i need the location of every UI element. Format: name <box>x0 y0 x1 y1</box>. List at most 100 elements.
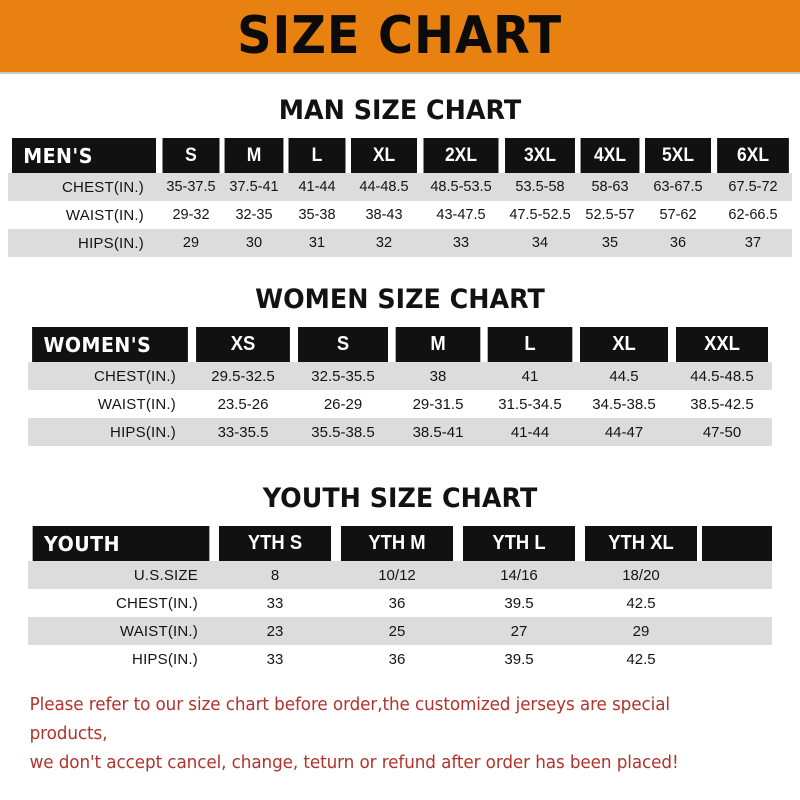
men-row-0-cell-1: 37.5-41 <box>222 173 286 201</box>
women-row-1-cell-4: 34.5-38.5 <box>576 390 672 418</box>
women-row-0-cell-2: 38 <box>392 362 484 390</box>
youth-row-1-filler <box>702 589 772 617</box>
youth-row-1-cell-0: 33 <box>214 589 336 617</box>
women-header-row: WOMEN'S XS S M L XL XXL <box>28 327 772 362</box>
women-row-1-cell-1: 26-29 <box>294 390 392 418</box>
men-row-2-cell-3: 32 <box>348 229 420 257</box>
youth-size-col-3: YTH XL <box>584 526 698 561</box>
men-row-0-cell-5: 53.5-58 <box>502 173 578 201</box>
youth-row-0-cell-3: 18/20 <box>580 561 702 589</box>
men-row-1-cell-6: 52.5-57 <box>578 201 642 229</box>
youth-row-2-label: WAIST(IN.) <box>28 617 214 645</box>
women-row-0-cell-5: 44.5-48.5 <box>672 362 772 390</box>
youth-row-0-filler <box>702 561 772 589</box>
table-row: WAIST(IN.) 29-32 32-35 35-38 38-43 43-47… <box>8 201 792 229</box>
men-row-1-cell-1: 32-35 <box>222 201 286 229</box>
women-row-1-label: WAIST(IN.) <box>28 390 192 418</box>
men-row-1-cell-8: 62-66.5 <box>714 201 792 229</box>
youth-row-2-cell-2: 27 <box>458 617 580 645</box>
men-size-col-6: 4XL <box>580 138 640 173</box>
youth-header-label: YOUTH <box>32 526 210 561</box>
table-row: CHEST(IN.) 33 36 39.5 42.5 <box>28 589 772 617</box>
youth-row-0-label: U.S.SIZE <box>28 561 214 589</box>
men-row-0-label: CHEST(IN.) <box>8 173 160 201</box>
youth-row-2-cell-0: 23 <box>214 617 336 645</box>
men-row-2-label: HIPS(IN.) <box>8 229 160 257</box>
spacer-after-youth <box>0 673 800 691</box>
spacer-women-title <box>0 315 800 327</box>
women-size-col-1: S <box>297 327 389 362</box>
women-size-col-3: L <box>487 327 573 362</box>
women-size-section: WOMEN SIZE CHART WOMEN'S XS S M L XL XXL… <box>0 285 800 446</box>
men-row-0-cell-8: 67.5-72 <box>714 173 792 201</box>
youth-row-1-cell-1: 36 <box>336 589 458 617</box>
table-row: WAIST(IN.) 23.5-26 26-29 29-31.5 31.5-34… <box>28 390 772 418</box>
men-size-col-8: 6XL <box>717 138 789 173</box>
men-row-1-cell-5: 47.5-52.5 <box>502 201 578 229</box>
youth-row-1-cell-3: 42.5 <box>580 589 702 617</box>
youth-row-3-cell-2: 39.5 <box>458 645 580 673</box>
men-row-2-cell-2: 31 <box>286 229 348 257</box>
women-row-2-cell-2: 38.5-41 <box>392 418 484 446</box>
youth-size-col-1: YTH M <box>340 526 454 561</box>
women-row-0-cell-3: 41 <box>484 362 576 390</box>
youth-row-3-cell-0: 33 <box>214 645 336 673</box>
order-policy-line-1: Please refer to our size chart before or… <box>29 695 670 744</box>
youth-row-3-label: HIPS(IN.) <box>28 645 214 673</box>
order-policy-note: Please refer to our size chart before or… <box>20 691 750 778</box>
women-row-1-cell-0: 23.5-26 <box>192 390 294 418</box>
men-row-0-cell-3: 44-48.5 <box>348 173 420 201</box>
women-row-2-cell-4: 44-47 <box>576 418 672 446</box>
spacer-banner <box>0 74 800 96</box>
youth-row-0-cell-1: 10/12 <box>336 561 458 589</box>
men-row-2-cell-0: 29 <box>160 229 222 257</box>
men-size-col-7: 5XL <box>644 138 712 173</box>
youth-row-3-cell-3: 42.5 <box>580 645 702 673</box>
women-size-table: WOMEN'S XS S M L XL XXL CHEST(IN.) 29.5-… <box>28 327 772 446</box>
women-row-0-cell-1: 32.5-35.5 <box>294 362 392 390</box>
youth-row-3-cell-1: 36 <box>336 645 458 673</box>
women-size-col-4: XL <box>579 327 669 362</box>
men-row-1-cell-4: 43-47.5 <box>420 201 502 229</box>
men-size-col-0: S <box>162 138 220 173</box>
men-row-2-cell-5: 34 <box>502 229 578 257</box>
men-size-col-3: XL <box>350 138 418 173</box>
men-header-label: MEN'S <box>11 138 157 173</box>
men-size-col-5: 3XL <box>505 138 575 173</box>
table-row: HIPS(IN.) 33-35.5 35.5-38.5 38.5-41 41-4… <box>28 418 772 446</box>
men-row-2-cell-4: 33 <box>420 229 502 257</box>
youth-row-0-cell-0: 8 <box>214 561 336 589</box>
youth-header-filler <box>702 526 772 561</box>
table-row: HIPS(IN.) 33 36 39.5 42.5 <box>28 645 772 673</box>
men-header-row: MEN'S S M L XL 2XL 3XL 4XL 5XL 6XL <box>8 138 792 173</box>
table-row: CHEST(IN.) 29.5-32.5 32.5-35.5 38 41 44.… <box>28 362 772 390</box>
page-title: SIZE CHART <box>237 6 563 66</box>
men-row-1-label: WAIST(IN.) <box>8 201 160 229</box>
men-row-2-cell-8: 37 <box>714 229 792 257</box>
men-size-col-4: 2XL <box>423 138 499 173</box>
men-size-section: MAN SIZE CHART MEN'S S M L XL 2XL 3XL 4X… <box>0 96 800 257</box>
table-row: WAIST(IN.) 23 25 27 29 <box>28 617 772 645</box>
women-row-2-cell-3: 41-44 <box>484 418 576 446</box>
women-section-title: WOMEN SIZE CHART <box>255 284 545 315</box>
youth-row-3-filler <box>702 645 772 673</box>
men-row-1-cell-7: 57-62 <box>642 201 714 229</box>
youth-size-col-2: YTH L <box>462 526 576 561</box>
men-section-title: MAN SIZE CHART <box>278 95 522 126</box>
men-row-1-cell-2: 35-38 <box>286 201 348 229</box>
men-size-table: MEN'S S M L XL 2XL 3XL 4XL 5XL 6XL CHEST… <box>8 138 792 257</box>
men-size-col-1: M <box>224 138 284 173</box>
men-row-0-cell-6: 58-63 <box>578 173 642 201</box>
men-row-0-cell-0: 35-37.5 <box>160 173 222 201</box>
youth-row-1-label: CHEST(IN.) <box>28 589 214 617</box>
spacer-youth-title <box>0 514 800 526</box>
table-row: CHEST(IN.) 35-37.5 37.5-41 41-44 44-48.5… <box>8 173 792 201</box>
women-row-0-label: CHEST(IN.) <box>28 362 192 390</box>
order-policy-line-2: we don't accept cancel, change, teturn o… <box>29 753 679 773</box>
youth-row-2-filler <box>702 617 772 645</box>
youth-row-0-cell-2: 14/16 <box>458 561 580 589</box>
women-row-2-label: HIPS(IN.) <box>28 418 192 446</box>
women-row-0-cell-0: 29.5-32.5 <box>192 362 294 390</box>
women-header-label: WOMEN'S <box>32 327 188 362</box>
men-row-0-cell-2: 41-44 <box>286 173 348 201</box>
